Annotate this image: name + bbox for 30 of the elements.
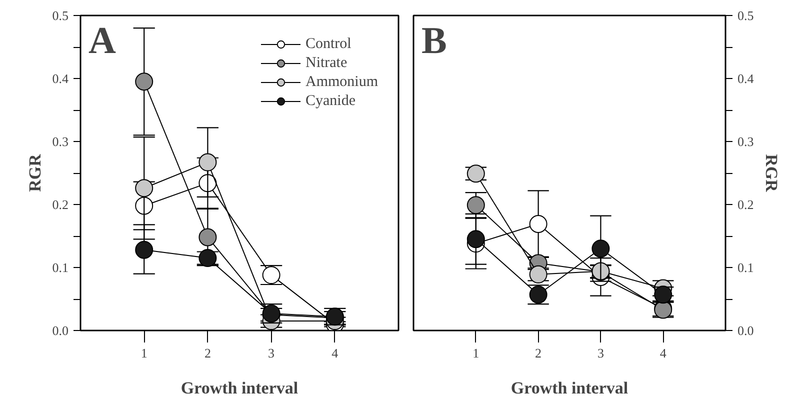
legend-label: Ammonium [305, 73, 378, 91]
x-tick-label: 4 [660, 346, 667, 360]
x-tick-label: 2 [204, 346, 211, 360]
y-tick-label: 0.3 [52, 134, 68, 149]
y2-axis-title: RGR [762, 154, 781, 193]
x-tick-label: 3 [597, 346, 604, 360]
legend-label: Cyanide [305, 92, 356, 110]
x-tick-label: 1 [472, 346, 480, 360]
y2-tick-label: 0.4 [738, 71, 754, 86]
y-tick-label: 0.5 [52, 8, 68, 23]
x-tick-label: 3 [268, 346, 275, 360]
y2-tick-label: 0.1 [738, 260, 754, 275]
x-axis-title: Growth interval [180, 378, 298, 398]
legend-label: Nitrate [305, 54, 348, 72]
y2-tick-label: 0.3 [738, 134, 754, 149]
y-tick-label: 0.2 [52, 197, 68, 212]
y-tick-label: 0.4 [52, 71, 69, 86]
y-axis-title: RGR [25, 153, 44, 192]
legend-label: Control [305, 35, 352, 53]
x-tick-label: 4 [332, 346, 339, 360]
chart-title: B [422, 20, 447, 62]
x-tick-label: 1 [140, 346, 148, 360]
y-tick-label: 0.1 [52, 260, 68, 275]
x-tick-label: 2 [535, 346, 542, 360]
chart-title: A [88, 20, 116, 62]
y2-tick-label: 0.5 [738, 8, 754, 23]
y2-tick-label: 0.0 [738, 323, 754, 338]
y2-tick-label: 0.2 [738, 197, 754, 212]
y-tick-label: 0.0 [52, 323, 68, 338]
x-axis-title: Growth interval [510, 378, 628, 398]
